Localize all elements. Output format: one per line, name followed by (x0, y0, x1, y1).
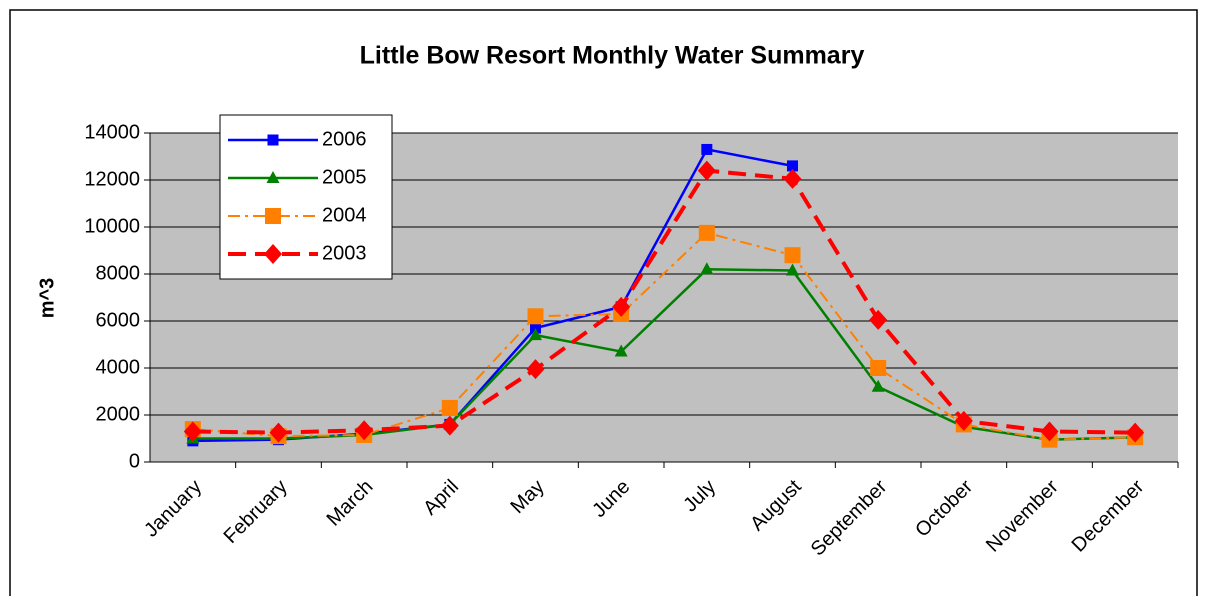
legend-label: 2003 (322, 242, 367, 264)
marker (701, 143, 713, 155)
series-line (192, 168, 1136, 435)
y-axis-label: m^3 (36, 278, 58, 319)
y-tick-label: 12000 (84, 168, 140, 190)
marker (698, 224, 715, 241)
marker (527, 308, 544, 325)
y-tick-label: 2000 (96, 403, 141, 425)
legend-label: 2006 (322, 128, 367, 150)
marker (1040, 421, 1059, 442)
marker (1126, 422, 1145, 443)
marker (954, 410, 973, 431)
y-tick-label: 10000 (84, 215, 140, 237)
marker (787, 160, 798, 172)
marker (355, 420, 374, 441)
marker (784, 247, 801, 264)
y-tick-label: 8000 (96, 262, 141, 284)
marker (869, 309, 888, 330)
legend-label: 2004 (322, 204, 367, 226)
marker (269, 422, 288, 443)
marker (526, 359, 545, 380)
y-tick-label: 0 (129, 450, 140, 472)
legend-marker (265, 208, 281, 224)
marker (697, 160, 716, 181)
y-tick-label: 6000 (96, 309, 141, 331)
legend-marker (266, 171, 280, 183)
y-tick-label: 4000 (96, 356, 141, 378)
chart-title: Little Bow Resort Monthly Water Summary (360, 42, 865, 70)
marker (786, 263, 799, 276)
marker (700, 262, 714, 275)
marker (614, 344, 628, 357)
marker (441, 399, 458, 416)
marker (871, 379, 885, 392)
marker (783, 168, 802, 189)
series-line (192, 231, 1136, 441)
marker (440, 415, 459, 436)
marker (183, 421, 202, 442)
y-tick-label: 14000 (84, 121, 140, 143)
marker (530, 322, 541, 334)
legend-marker (264, 244, 282, 264)
marker (529, 328, 542, 341)
legend-marker (267, 134, 279, 146)
marker (870, 360, 887, 376)
marker (612, 296, 631, 317)
legend-label: 2005 (322, 166, 367, 188)
legend-box (219, 114, 393, 280)
